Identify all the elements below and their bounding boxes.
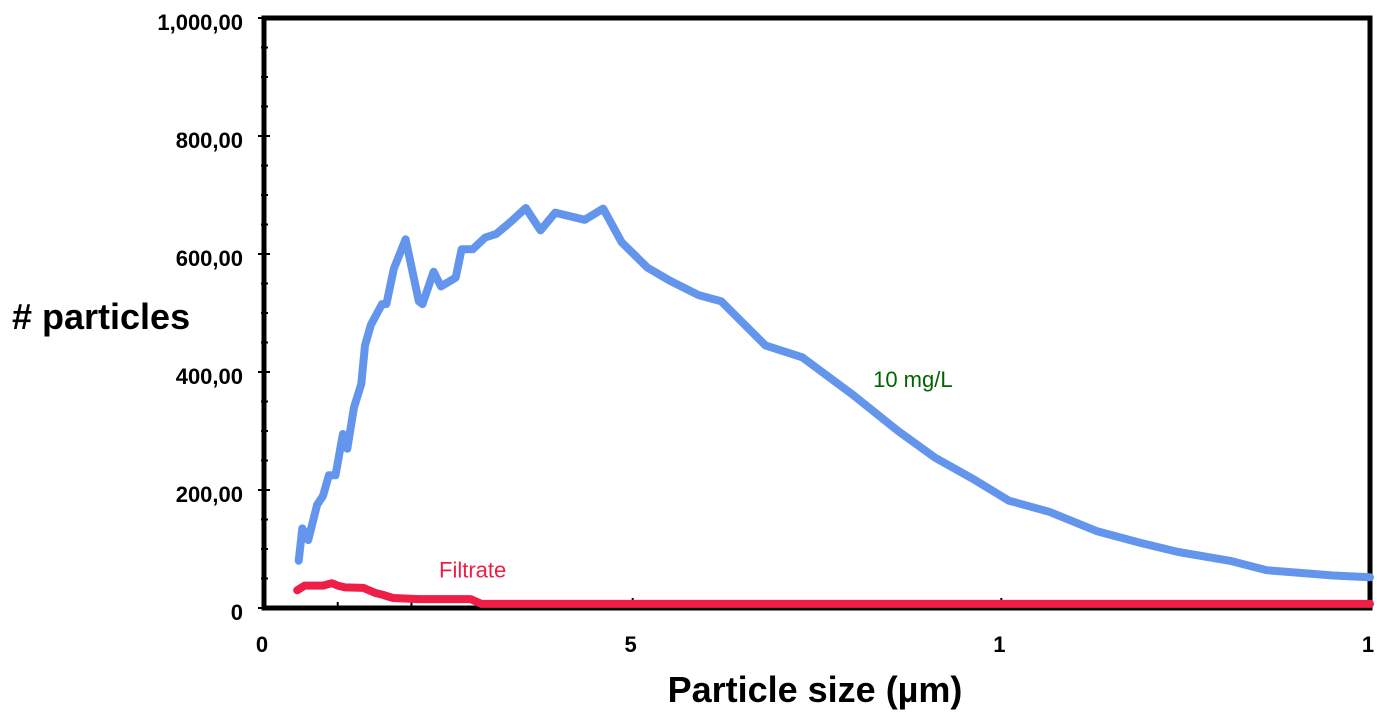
x-tick-label: 5 bbox=[625, 632, 637, 657]
x-tick-label: 1 bbox=[1362, 632, 1374, 657]
series-line-10-mg-l bbox=[294, 204, 1374, 582]
series-annotation: 10 mg/L bbox=[873, 367, 953, 392]
y-tick-label: 800,00 bbox=[176, 128, 243, 153]
annotation-layer: 10 mg/L Filtrate bbox=[439, 367, 953, 583]
y-tick-label: 400,00 bbox=[176, 364, 243, 389]
series-layer bbox=[293, 204, 1374, 608]
y-axis-ticks: 0 200,00 400,00 600,00 800,00 1,000,00 bbox=[157, 10, 270, 625]
plot-area bbox=[261, 15, 1373, 611]
y-axis-title: # particles bbox=[12, 296, 190, 337]
x-axis-title: Particle size (µm) bbox=[668, 669, 963, 710]
y-tick-label: 600,00 bbox=[176, 246, 243, 271]
y-tick-label: 1,000,00 bbox=[157, 10, 243, 35]
y-tick-label: 200,00 bbox=[176, 482, 243, 507]
series-annotation: Filtrate bbox=[439, 557, 506, 582]
y-tick-label: 0 bbox=[231, 600, 243, 625]
x-tick-label: 0 bbox=[256, 632, 268, 657]
series-line-filtrate bbox=[293, 579, 1374, 608]
x-tick-label: 1 bbox=[993, 632, 1005, 657]
